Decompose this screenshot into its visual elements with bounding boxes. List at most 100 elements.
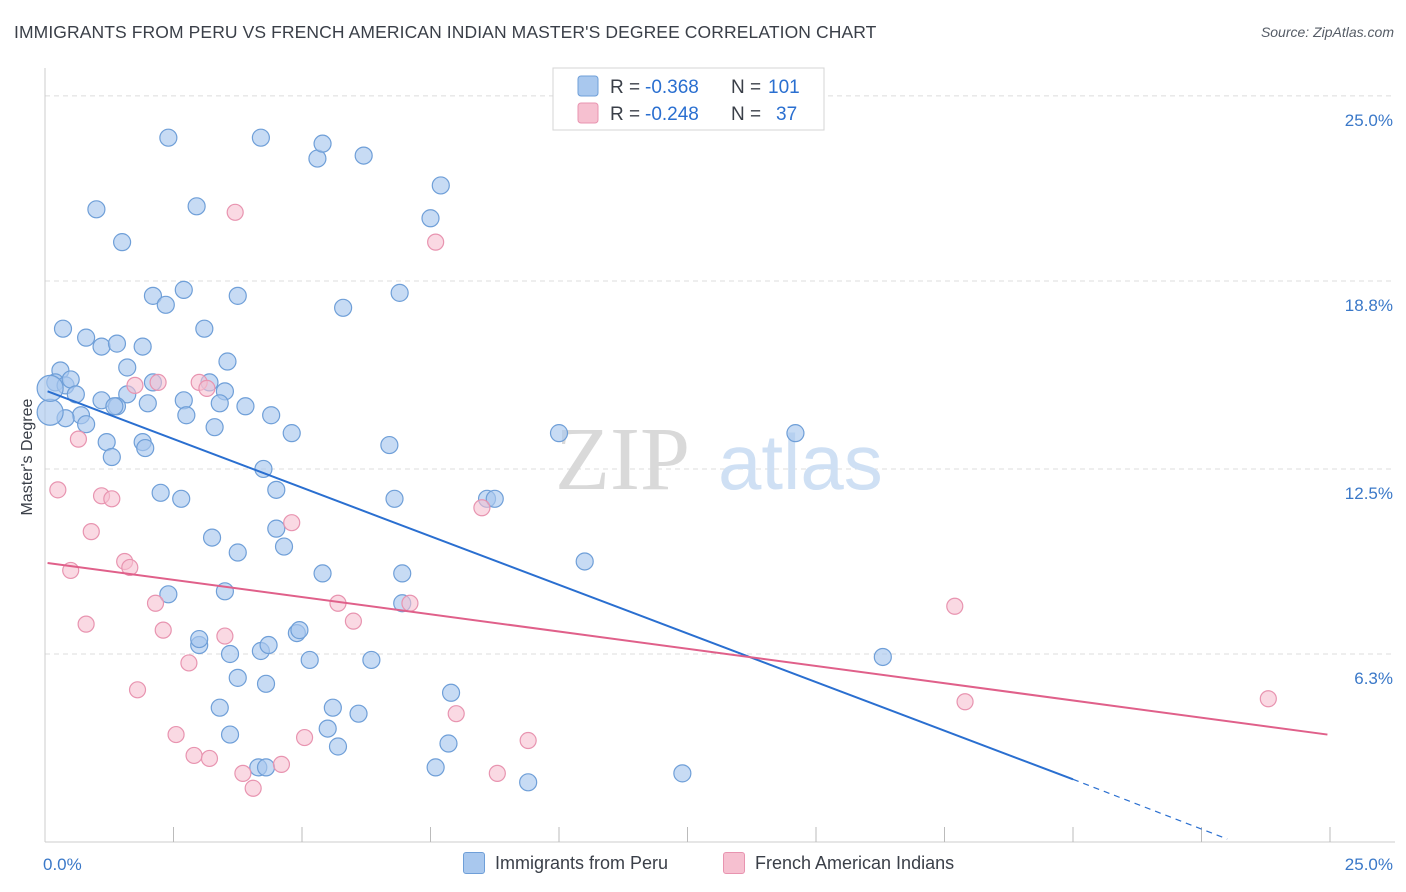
data-point-peru bbox=[431, 176, 450, 195]
data-point-peru bbox=[92, 337, 111, 356]
data-point-french bbox=[146, 594, 165, 612]
data-point-peru bbox=[220, 725, 240, 744]
data-point-french bbox=[69, 430, 88, 448]
bottom-legend: Immigrants from Peru French American Ind… bbox=[0, 850, 1406, 880]
data-point-french bbox=[344, 612, 362, 630]
data-point-peru bbox=[485, 489, 504, 508]
data-point-peru bbox=[36, 374, 64, 402]
data-point-peru bbox=[218, 352, 237, 371]
x-tick-label: 25.0% bbox=[1345, 855, 1393, 874]
data-point-peru bbox=[107, 334, 127, 353]
legend-r-label-2: R = bbox=[610, 104, 640, 125]
legend-r-value-1: -0.368 bbox=[645, 77, 699, 98]
data-point-peru bbox=[143, 286, 163, 305]
data-point-peru bbox=[112, 233, 132, 252]
data-point-french bbox=[244, 779, 262, 797]
bottom-legend-item-peru: Immigrants from Peru bbox=[463, 852, 668, 874]
data-point-french bbox=[126, 376, 144, 394]
watermark-zip: ZIP bbox=[555, 410, 690, 509]
data-point-french bbox=[103, 490, 121, 508]
data-point-peru bbox=[786, 424, 805, 443]
data-point-peru bbox=[313, 564, 332, 583]
data-point-peru bbox=[159, 585, 178, 604]
data-point-peru bbox=[138, 394, 157, 413]
bottom-legend-item-french: French American Indians bbox=[723, 852, 954, 874]
data-point-peru bbox=[36, 398, 64, 426]
data-point-peru bbox=[172, 489, 191, 508]
data-point-peru bbox=[441, 683, 461, 702]
data-point-french bbox=[49, 481, 67, 499]
data-point-french bbox=[946, 597, 964, 615]
y-tick-label: 12.5% bbox=[1345, 484, 1393, 503]
legend-r-label-1: R = bbox=[610, 77, 640, 98]
data-point-peru bbox=[195, 319, 214, 338]
bottom-legend-swatch-pink bbox=[723, 852, 745, 874]
data-point-french bbox=[283, 514, 301, 532]
data-point-french bbox=[128, 681, 147, 699]
axis-layer: 25.0% 18.8% 12.5% 6.3% 0.0% 25.0% bbox=[43, 68, 1395, 874]
data-point-peru bbox=[421, 209, 440, 228]
data-point-peru bbox=[102, 447, 121, 467]
data-point-peru bbox=[105, 397, 124, 416]
data-point-peru bbox=[439, 734, 458, 753]
data-point-peru bbox=[53, 319, 73, 338]
data-point-french bbox=[82, 523, 100, 541]
data-point-french bbox=[185, 746, 203, 765]
chart-title: IMMIGRANTS FROM PERU VS FRENCH AMERICAN … bbox=[14, 22, 877, 42]
data-point-peru bbox=[87, 200, 106, 219]
data-point-peru bbox=[362, 650, 381, 670]
data-point-peru bbox=[380, 435, 399, 455]
watermark: ZIP atlas bbox=[555, 410, 883, 509]
data-point-french bbox=[427, 233, 445, 251]
data-point-french bbox=[167, 725, 185, 744]
data-point-peru bbox=[236, 397, 255, 416]
data-point-peru bbox=[118, 358, 137, 377]
data-point-peru bbox=[77, 328, 96, 347]
data-point-french bbox=[295, 728, 314, 747]
data-point-peru bbox=[251, 128, 270, 147]
y-tick-label: 25.0% bbox=[1345, 111, 1393, 130]
data-point-french bbox=[519, 731, 537, 750]
bottom-legend-label-french: French American Indians bbox=[755, 852, 955, 873]
data-point-french bbox=[77, 615, 95, 633]
data-point-peru bbox=[290, 621, 309, 640]
data-point-peru bbox=[174, 391, 193, 410]
y-axis-label: Master's Degree bbox=[19, 398, 36, 515]
data-point-peru bbox=[133, 337, 152, 356]
data-point-peru bbox=[328, 737, 348, 756]
data-point-french bbox=[401, 594, 419, 612]
data-point-peru bbox=[267, 519, 286, 538]
legend-n-label-2: N = bbox=[731, 104, 761, 125]
x-tick-label: 0.0% bbox=[43, 855, 82, 874]
data-point-peru bbox=[228, 543, 247, 562]
data-point-french bbox=[226, 203, 244, 221]
data-point-french bbox=[149, 373, 167, 392]
data-point-peru bbox=[159, 128, 178, 147]
data-point-peru bbox=[174, 280, 193, 299]
data-point-peru bbox=[228, 286, 247, 305]
data-point-french bbox=[200, 749, 219, 768]
data-point-peru bbox=[673, 764, 692, 783]
data-point-peru bbox=[77, 415, 96, 434]
data-point-french bbox=[180, 654, 198, 672]
data-point-french bbox=[447, 705, 465, 723]
source-label: Source: ZipAtlas.com bbox=[1260, 24, 1394, 40]
y-tick-label: 6.3% bbox=[1354, 669, 1393, 688]
legend-swatch-pink bbox=[577, 102, 599, 124]
data-point-peru bbox=[136, 438, 155, 458]
grid-layer bbox=[45, 95, 1395, 655]
data-point-peru bbox=[205, 418, 224, 437]
data-point-peru bbox=[334, 298, 353, 317]
data-point-peru bbox=[354, 146, 373, 165]
data-point-peru bbox=[256, 674, 276, 693]
data-point-french bbox=[198, 379, 216, 397]
trendline-peru-extension bbox=[1072, 778, 1228, 840]
data-point-peru bbox=[177, 406, 196, 425]
data-point-peru bbox=[385, 489, 404, 508]
data-point-french bbox=[956, 693, 974, 711]
points-layer bbox=[36, 128, 1277, 797]
data-point-french bbox=[272, 755, 291, 774]
data-point-peru bbox=[349, 704, 368, 723]
data-point-peru bbox=[390, 283, 409, 302]
